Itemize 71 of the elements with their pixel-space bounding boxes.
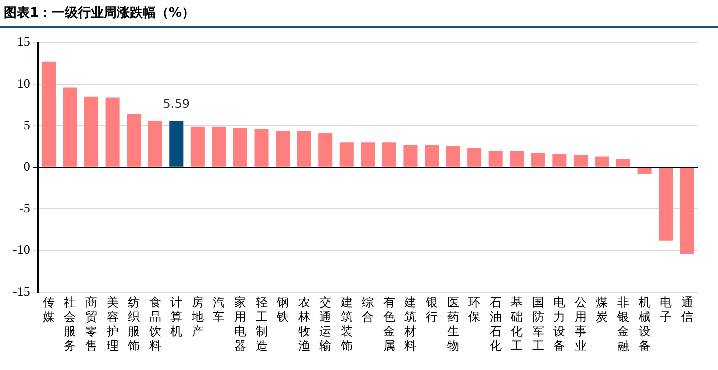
bar — [340, 142, 354, 167]
x-tick-label: 轻工制造 — [256, 296, 268, 353]
x-tick-label: 建筑材料 — [404, 296, 417, 353]
y-tick-label: -15 — [12, 284, 30, 299]
data-label: 5.59 — [163, 97, 190, 112]
bar — [616, 159, 631, 167]
bar — [404, 145, 418, 167]
y-tick-label: 15 — [17, 34, 30, 50]
bar — [170, 121, 184, 167]
bar — [276, 130, 290, 167]
y-tick-label: 5 — [24, 117, 30, 132]
x-tick-label: 煤炭 — [596, 296, 608, 324]
chart-title: 图表1：一级行业周涨跌幅（%） — [4, 5, 196, 22]
bar — [552, 154, 567, 167]
x-tick-label: 传媒 — [42, 296, 55, 324]
bar — [190, 126, 205, 167]
x-tick-label: 计算机 — [170, 296, 183, 339]
bar — [468, 148, 482, 167]
bar — [595, 156, 610, 167]
x-tick-label: 非银金融 — [616, 296, 630, 353]
x-tick-label: 房地产 — [190, 296, 204, 339]
bar — [659, 168, 674, 241]
x-tick-label: 汽车 — [213, 296, 226, 324]
x-tick-label: 银行 — [425, 296, 438, 324]
bar — [574, 155, 588, 167]
x-tick-label: 美容护理 — [106, 296, 119, 353]
x-tick-label: 建筑装饰 — [340, 296, 353, 353]
bar — [488, 150, 503, 167]
x-tick-label: 石油石化 — [490, 296, 502, 353]
bar — [531, 153, 546, 167]
x-tick-label: 钢铁 — [276, 296, 290, 324]
bar — [382, 142, 396, 167]
x-tick-label: 公用事业 — [574, 296, 587, 353]
bar — [638, 168, 652, 174]
y-tick-label: -10 — [12, 242, 30, 258]
y-tick-label: 0 — [24, 159, 30, 174]
bar — [318, 133, 333, 167]
x-tick-label: 电子 — [660, 296, 672, 324]
x-tick-label: 社会服务 — [64, 296, 76, 353]
y-tick-label: -5 — [19, 200, 30, 216]
bar — [446, 146, 460, 167]
bar — [680, 168, 694, 254]
bar — [63, 88, 78, 167]
bar — [254, 129, 269, 167]
x-tick-label: 医药生物 — [447, 296, 460, 353]
bar — [361, 142, 376, 167]
x-tick-label: 通信 — [681, 296, 694, 324]
x-tick-label: 机械设备 — [638, 296, 651, 353]
x-tick-label: 农林牧渔 — [297, 296, 310, 353]
bar — [297, 130, 312, 167]
x-tick-label: 商贸零售 — [86, 296, 98, 353]
bar — [42, 62, 56, 167]
x-tick-label: 交通运输 — [320, 296, 332, 353]
y-tick-label: 10 — [17, 76, 30, 91]
x-tick-label: 纺织服饰 — [127, 296, 140, 353]
x-tick-label: 国防军工 — [532, 296, 544, 353]
x-tick-label: 有色金属 — [383, 296, 396, 353]
x-tick-label: 家用电器 — [234, 296, 246, 353]
bar — [127, 114, 142, 167]
x-tick-label: 综合 — [362, 296, 374, 324]
x-tick-label: 基础化工 — [510, 296, 524, 353]
bar — [212, 126, 226, 167]
x-tick-label: 电力设备 — [554, 296, 566, 353]
x-tick-label: 环保 — [468, 296, 481, 324]
bar — [106, 98, 120, 167]
bar — [510, 150, 524, 167]
bar — [148, 121, 162, 167]
bar — [84, 96, 99, 167]
bar — [233, 128, 248, 167]
x-tick-label: 食品饮料 — [148, 296, 162, 353]
bar — [424, 145, 440, 167]
